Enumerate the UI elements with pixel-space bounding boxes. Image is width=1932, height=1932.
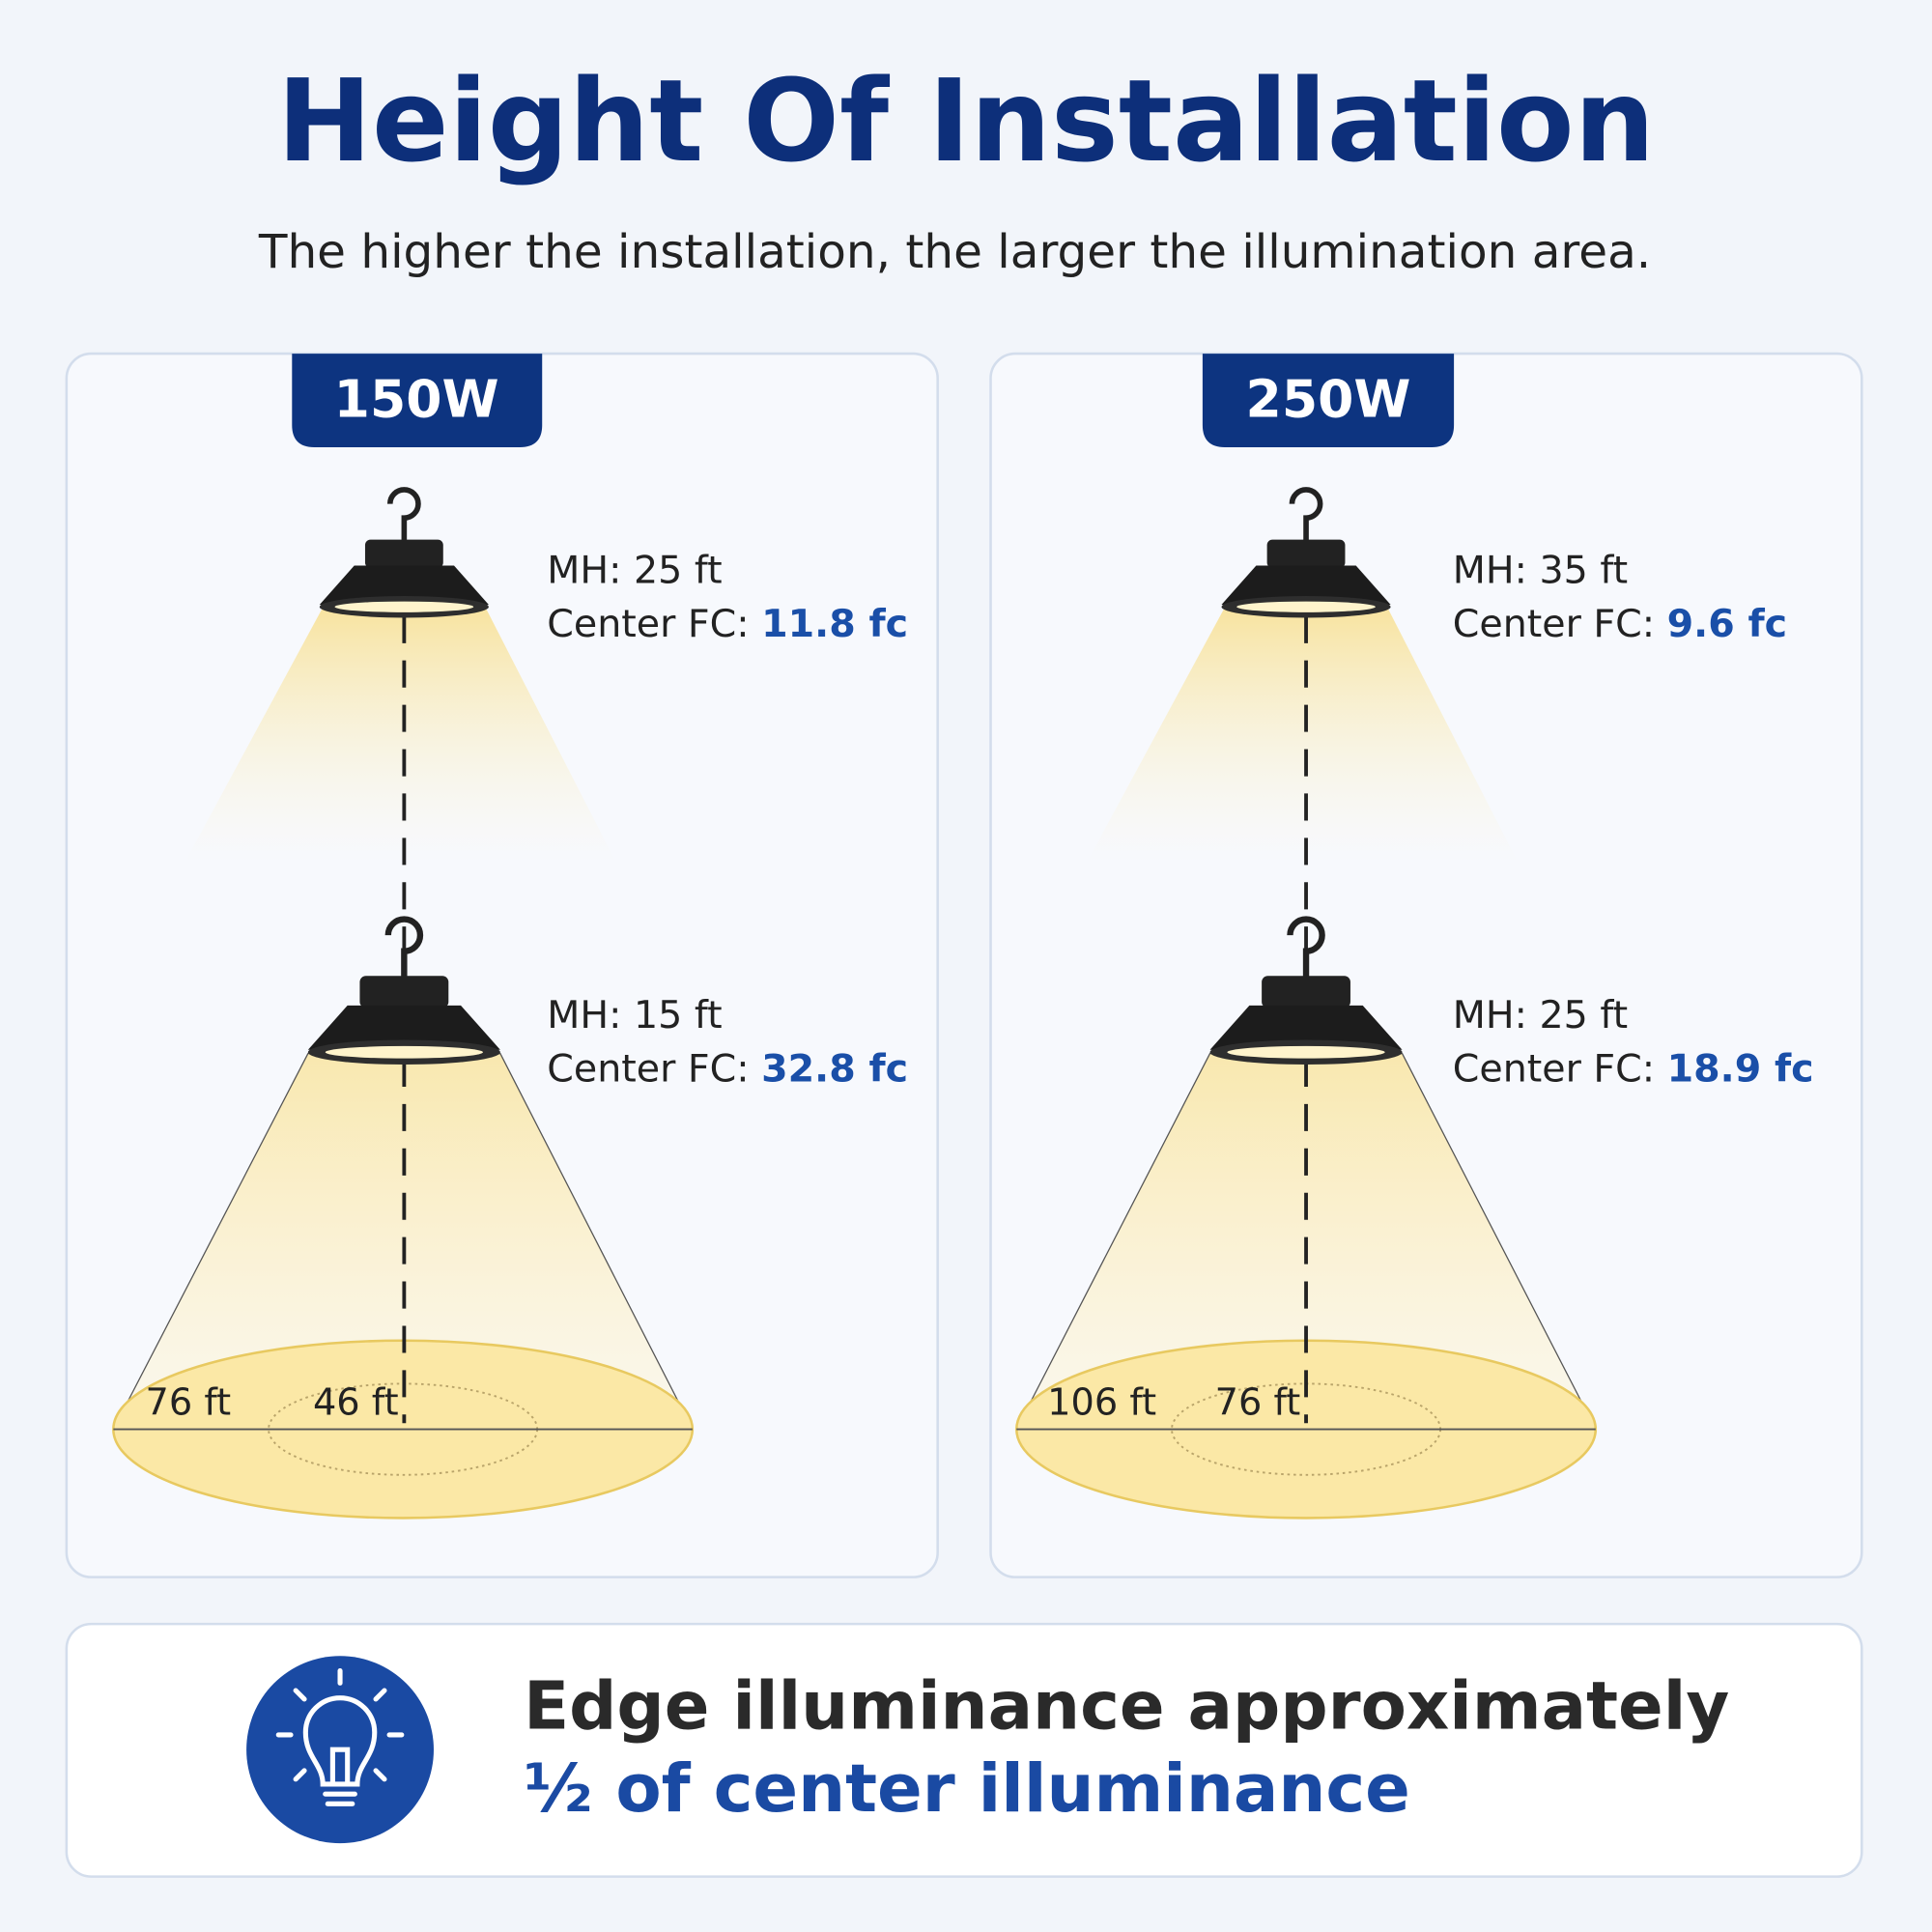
badge (1202, 354, 1455, 448)
center-fc: Center FC: 18.9 fc (1453, 1046, 1814, 1091)
mounting-height: MH: 25 ft (1453, 993, 1628, 1037)
inner-diameter: 76 ft (1215, 1381, 1301, 1425)
footer-line: ½ of center illuminance (524, 1750, 1410, 1828)
light-cone (1087, 607, 1519, 863)
center-fc: Center FC: 32.8 fc (547, 1046, 908, 1091)
fc-label: Center FC: (547, 1046, 749, 1091)
subtitle: The higher the installation, the larger … (258, 225, 1651, 279)
outer-diameter: 106 ft (1047, 1381, 1156, 1425)
light-cone (185, 607, 616, 863)
center-fc: Center FC: 11.8 fc (547, 601, 908, 645)
mounting-height: MH: 15 ft (547, 993, 722, 1037)
badge (292, 354, 543, 448)
fc-label: Center FC: (547, 601, 749, 645)
title: Height Of Installation (277, 55, 1655, 187)
footer: Edge illuminance approximately ½ of cent… (65, 1622, 1863, 1878)
bulb-icon (275, 1668, 405, 1806)
fc-value: 9.6 fc (1667, 601, 1787, 645)
outer-diameter: 76 ft (146, 1381, 232, 1425)
fc-value: 11.8 fc (761, 601, 908, 645)
panel: 250W MH: 35 ft Center FC: 9.6 fc MH: 25 … (989, 352, 1863, 1578)
fc-value: 18.9 fc (1667, 1046, 1814, 1091)
mounting-height: MH: 35 ft (1453, 549, 1628, 593)
fc-label: Center FC: (1453, 1046, 1655, 1091)
panel: 150W MH: 25 ft Center FC: 11.8 fc MH: 15… (65, 352, 939, 1578)
mounting-height: MH: 25 ft (547, 549, 722, 593)
fc-value: 32.8 fc (761, 1046, 908, 1091)
footer-line: Edge illuminance approximately (524, 1667, 1729, 1745)
center-fc: Center FC: 9.6 fc (1453, 601, 1787, 645)
badge-label: 150W (334, 369, 499, 430)
footer-frame (65, 1622, 1863, 1878)
inner-diameter: 46 ft (313, 1381, 399, 1425)
badge-label: 250W (1246, 369, 1411, 430)
fc-label: Center FC: (1453, 601, 1655, 645)
